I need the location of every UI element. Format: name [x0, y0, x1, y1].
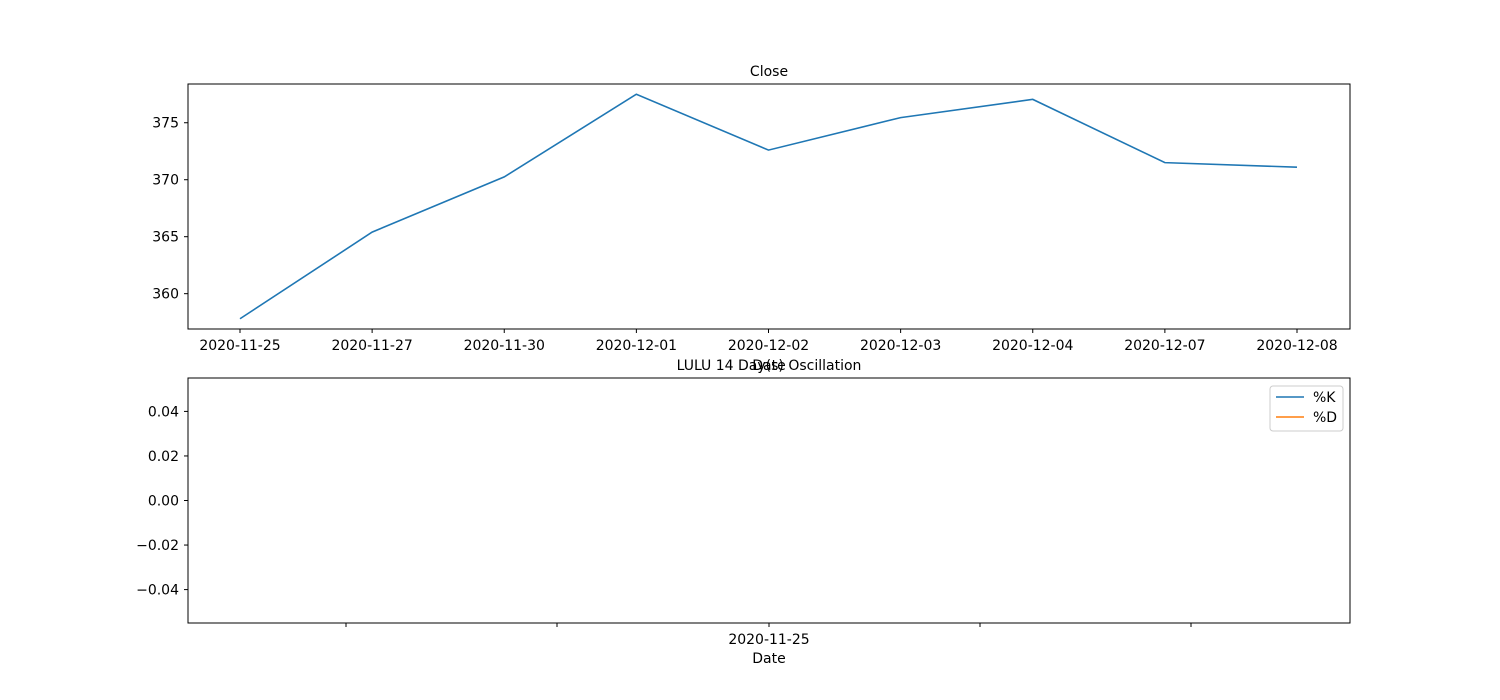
close-x-tick-label: 2020-12-08 — [1256, 338, 1337, 354]
close-x-tick-label: 2020-11-27 — [331, 338, 412, 354]
close-y-axis: 360 365 370 375 — [152, 116, 188, 303]
oscillation-y-tick-label: 0.00 — [148, 494, 179, 510]
oscillation-subplot: 0.04 0.02 0.00 −0.02 −0.04 2020-11-25 Date L… — [136, 358, 1351, 667]
close-series-line — [239, 93, 1298, 320]
legend-d-label: %D — [1313, 410, 1337, 426]
close-y-tick-label: 375 — [152, 116, 179, 132]
close-x-tick-label: 2020-11-30 — [464, 338, 545, 354]
close-x-tick-label: 2020-11-25 — [199, 338, 280, 354]
oscillation-x-tick-label: 2020-11-25 — [728, 632, 809, 648]
close-y-tick-label: 365 — [152, 230, 179, 246]
oscillation-chart-title: LULU 14 Day(s) Oscillation — [677, 358, 862, 374]
oscillation-legend: %K %D — [1269, 385, 1344, 432]
oscillation-x-axis: 2020-11-25 — [345, 623, 1192, 648]
close-axes-frame — [187, 83, 1351, 330]
close-y-tick-label: 360 — [152, 287, 179, 303]
oscillation-axes-frame — [187, 377, 1351, 624]
oscillation-y-tick-label: 0.04 — [148, 404, 179, 420]
close-x-tick-label: 2020-12-03 — [860, 338, 941, 354]
close-x-tick-label: 2020-12-02 — [728, 338, 809, 354]
oscillation-x-axis-label: Date — [752, 651, 785, 667]
close-x-tick-label: 2020-12-07 — [1124, 338, 1205, 354]
close-chart-title: Close — [750, 64, 788, 80]
oscillation-y-tick-label: 0.02 — [148, 449, 179, 465]
close-x-axis: 2020-11-25 2020-11-27 2020-11-30 2020-12-01… — [199, 329, 1338, 354]
oscillation-y-axis: 0.04 0.02 0.00 −0.02 −0.04 — [136, 404, 188, 599]
close-x-tick-label: 2020-12-04 — [992, 338, 1073, 354]
close-x-tick-label: 2020-12-01 — [596, 338, 677, 354]
close-y-tick-label: 370 — [152, 173, 179, 189]
oscillation-y-tick-label: −0.02 — [136, 538, 179, 554]
close-x-axis-label: Date — [752, 358, 785, 374]
oscillation-y-tick-label: −0.04 — [136, 583, 179, 599]
legend-k-label: %K — [1313, 390, 1336, 406]
